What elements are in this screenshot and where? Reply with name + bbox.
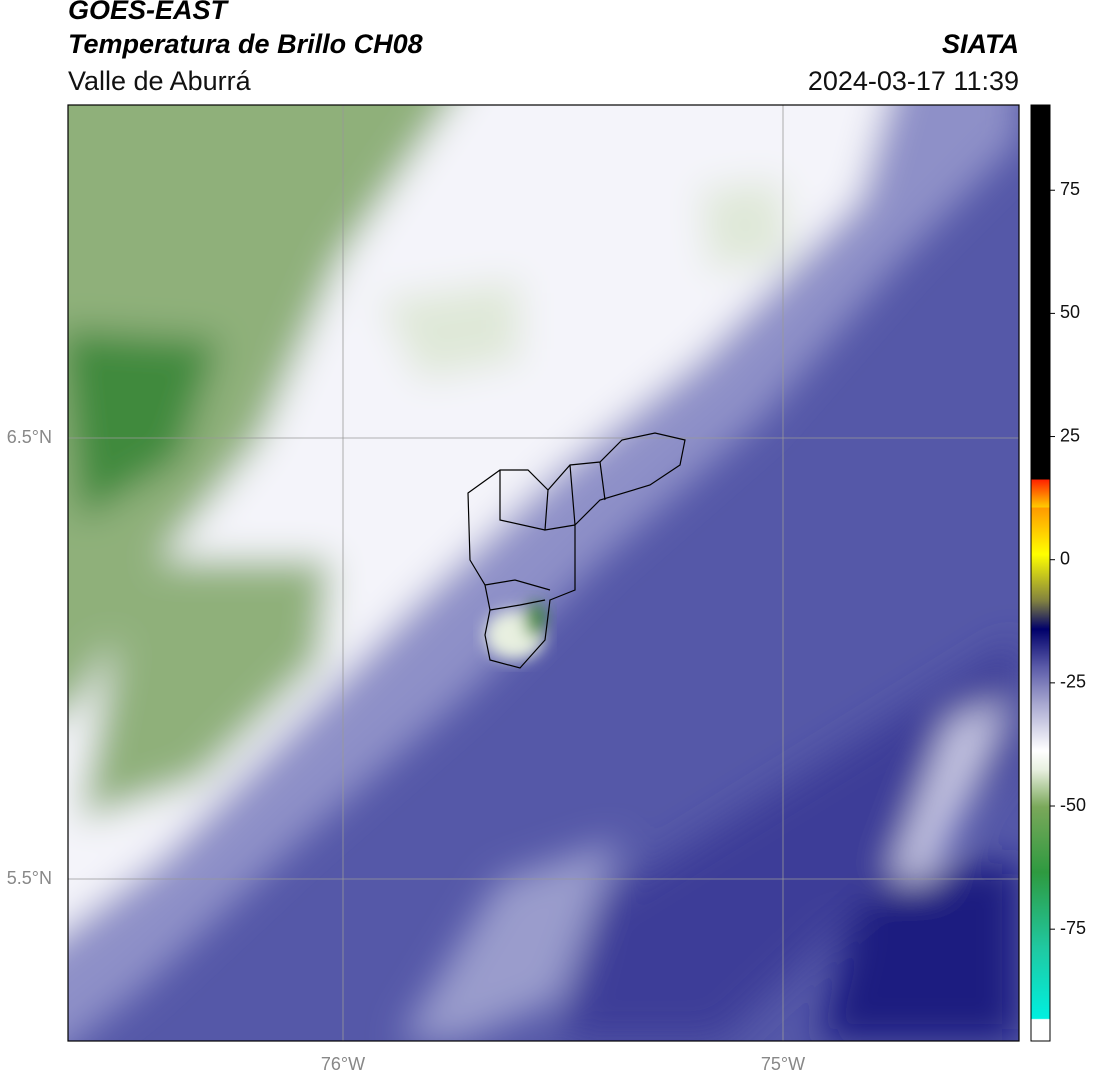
title: GOES-EAST <box>68 0 230 25</box>
colorbar-tick-label: 25 <box>1060 425 1080 445</box>
lon-label: 75°W <box>761 1054 805 1074</box>
municipal-boundaries <box>467 432 686 669</box>
map-frame <box>67 104 1020 1042</box>
colorbar-tick-label: 50 <box>1060 302 1080 322</box>
map <box>68 105 1019 1041</box>
datetime: 2024-03-17 11:39 <box>808 66 1019 96</box>
colorbar-tick-label: -50 <box>1060 795 1086 815</box>
imagery <box>68 105 1019 1041</box>
colorbar <box>1030 104 1051 1042</box>
region: Valle de Aburrá <box>68 66 252 96</box>
source: SIATA <box>942 29 1019 59</box>
colorbar-tick-label: -75 <box>1060 918 1086 938</box>
colorbar-tick-label: 0 <box>1060 548 1070 568</box>
lat-label: 5.5°N <box>7 868 52 888</box>
colorbar-tick-label: -25 <box>1060 672 1086 692</box>
colorbar-tick-label: 75 <box>1060 179 1080 199</box>
lon-label: 76°W <box>321 1054 365 1074</box>
lat-label: 6.5°N <box>7 427 52 447</box>
subtitle: Temperatura de Brillo CH08 <box>68 29 423 59</box>
